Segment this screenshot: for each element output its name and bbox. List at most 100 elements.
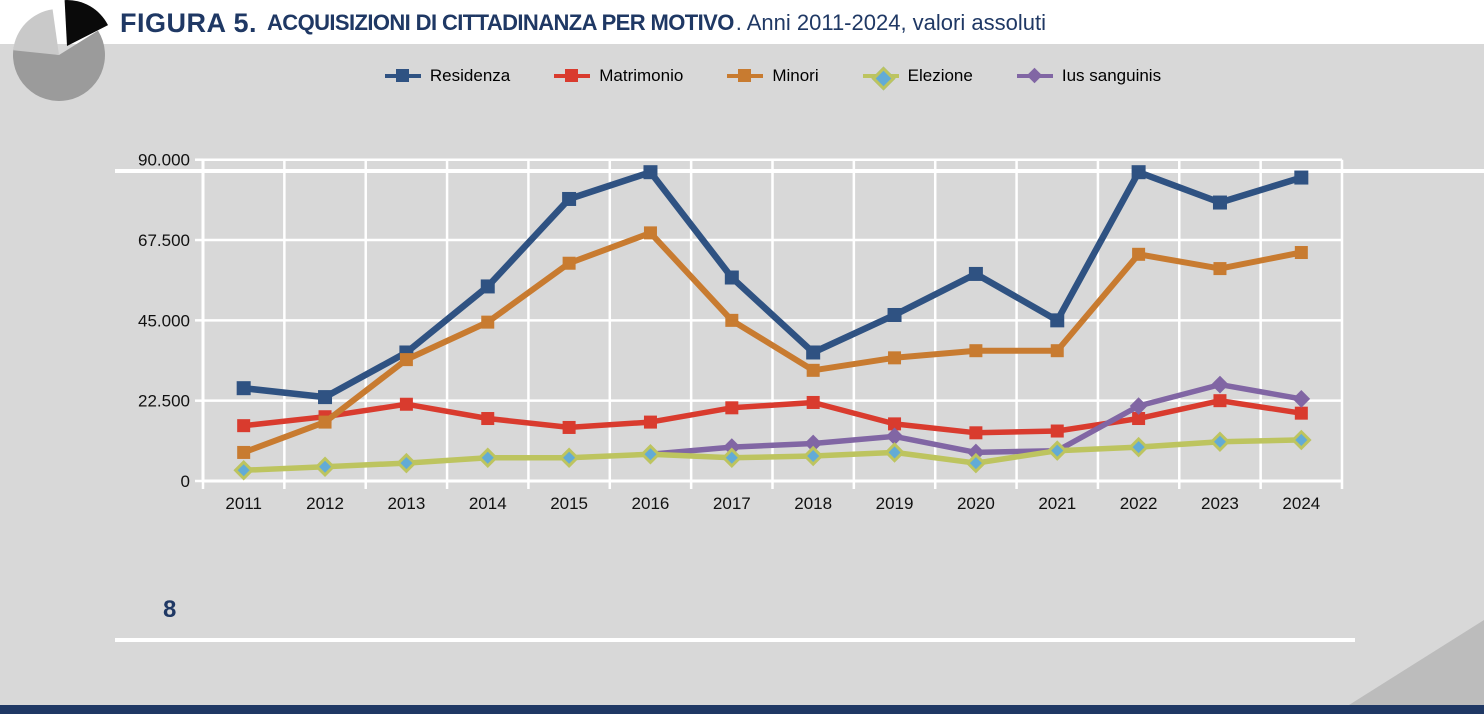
legend-label: Minori <box>772 66 819 85</box>
figure-title-main: ACQUISIZIONI DI CITTADINANZA PER MOTIVO <box>267 10 734 35</box>
data-point-marker <box>1050 424 1064 438</box>
bottom-rule-line <box>115 638 1355 642</box>
data-point-marker <box>1292 390 1311 408</box>
data-point-marker <box>396 452 417 474</box>
data-point-marker <box>1132 247 1146 261</box>
x-tick-label: 2011 <box>225 494 262 513</box>
page-corner-fold <box>1349 620 1484 705</box>
data-point-marker <box>237 419 251 433</box>
legend-marker-icon <box>554 67 591 85</box>
data-point-marker <box>721 447 743 469</box>
data-point-marker <box>1050 313 1065 328</box>
series-residenza <box>236 165 1309 405</box>
data-point-marker <box>804 434 823 453</box>
legend-marker-icon <box>384 67 421 85</box>
series-line <box>243 437 1302 474</box>
data-point-marker <box>724 270 739 285</box>
data-point-marker <box>1213 394 1227 408</box>
data-point-marker <box>1294 170 1309 185</box>
x-tick-label: 2016 <box>632 494 670 513</box>
data-point-marker <box>643 226 657 240</box>
x-tick-label: 2020 <box>957 494 995 513</box>
legend-item-matrimonio: Matrimonio <box>554 66 683 86</box>
data-point-marker <box>1129 397 1148 415</box>
data-point-marker <box>1050 344 1064 358</box>
data-point-marker <box>318 390 333 405</box>
data-point-marker <box>558 447 580 469</box>
data-point-marker <box>1294 246 1308 260</box>
legend-item-ius-sanguinis: Ius sanguinis <box>1016 66 1162 86</box>
data-point-marker <box>480 279 495 294</box>
data-point-marker <box>888 351 902 365</box>
logo-slice-light <box>13 9 59 55</box>
logo-slice-main <box>13 30 106 101</box>
x-tick-label: 2021 <box>1038 494 1076 513</box>
data-point-marker <box>725 313 739 327</box>
series-line <box>243 397 1302 436</box>
logo-slice-black <box>64 0 108 47</box>
series-elezione <box>233 429 1312 481</box>
data-point-marker <box>806 345 821 360</box>
x-tick-label: 2012 <box>306 494 344 513</box>
data-point-marker <box>562 191 577 206</box>
data-point-marker <box>722 438 741 456</box>
data-point-marker <box>802 445 824 467</box>
data-point-marker <box>643 165 658 180</box>
data-point-marker <box>1132 412 1146 426</box>
y-tick-label: 90.000 <box>138 151 190 170</box>
data-point-marker <box>969 426 983 440</box>
legend-marker-icon <box>1016 67 1053 85</box>
data-point-marker <box>237 445 251 459</box>
chart-legend: Residenza Matrimonio Minori Elezione Ius san… <box>203 66 1343 91</box>
series-matrimonio <box>237 394 1308 440</box>
x-tick-label: 2014 <box>469 494 507 513</box>
legend-label: Residenza <box>429 66 511 85</box>
series-ius-sanguinis <box>641 375 1311 464</box>
data-point-marker <box>969 344 983 358</box>
data-point-marker <box>399 353 413 367</box>
figure-number-label: FIGURA 5. <box>120 7 258 38</box>
data-point-marker <box>643 415 657 429</box>
data-point-marker <box>1211 375 1229 394</box>
data-point-marker <box>477 447 499 469</box>
series-line <box>242 229 1302 456</box>
data-point-marker <box>885 427 904 446</box>
x-tick-label: 2017 <box>713 494 751 513</box>
data-point-marker <box>884 442 905 463</box>
data-point-marker <box>965 452 987 474</box>
content-background <box>0 44 1484 706</box>
data-point-marker <box>562 256 576 270</box>
data-point-marker <box>1212 195 1227 210</box>
data-point-marker <box>967 443 985 462</box>
legend-label: Elezione <box>907 66 973 85</box>
data-point-marker <box>233 460 254 481</box>
legend-label: Ius sanguinis <box>1061 66 1162 85</box>
y-tick-label: 45.000 <box>138 311 190 330</box>
x-tick-label: 2024 <box>1282 494 1320 513</box>
legend-item-elezione: Elezione <box>862 66 973 91</box>
legend-item-residenza: Residenza <box>384 66 511 86</box>
footer-bar <box>0 705 1484 714</box>
data-point-marker <box>1131 165 1146 180</box>
data-point-marker <box>640 443 661 465</box>
data-point-marker <box>1128 436 1149 458</box>
series-line <box>243 168 1303 401</box>
data-point-marker <box>887 307 902 322</box>
x-tick-label: 2018 <box>794 494 832 513</box>
y-tick-label: 22.500 <box>138 392 190 411</box>
page-number: 8 <box>163 596 177 623</box>
data-point-marker <box>1213 262 1227 276</box>
data-point-marker <box>1046 440 1068 461</box>
data-point-marker <box>481 412 495 426</box>
data-point-marker <box>318 415 332 429</box>
y-tick-label: 67.500 <box>138 231 190 250</box>
data-point-marker <box>314 456 336 477</box>
data-point-marker <box>562 420 576 434</box>
data-point-marker <box>1294 406 1308 420</box>
top-rule-line <box>115 169 1484 173</box>
x-tick-label: 2019 <box>876 494 914 513</box>
legend-label: Matrimonio <box>599 66 684 85</box>
pie-chart-logo-icon <box>4 0 112 108</box>
